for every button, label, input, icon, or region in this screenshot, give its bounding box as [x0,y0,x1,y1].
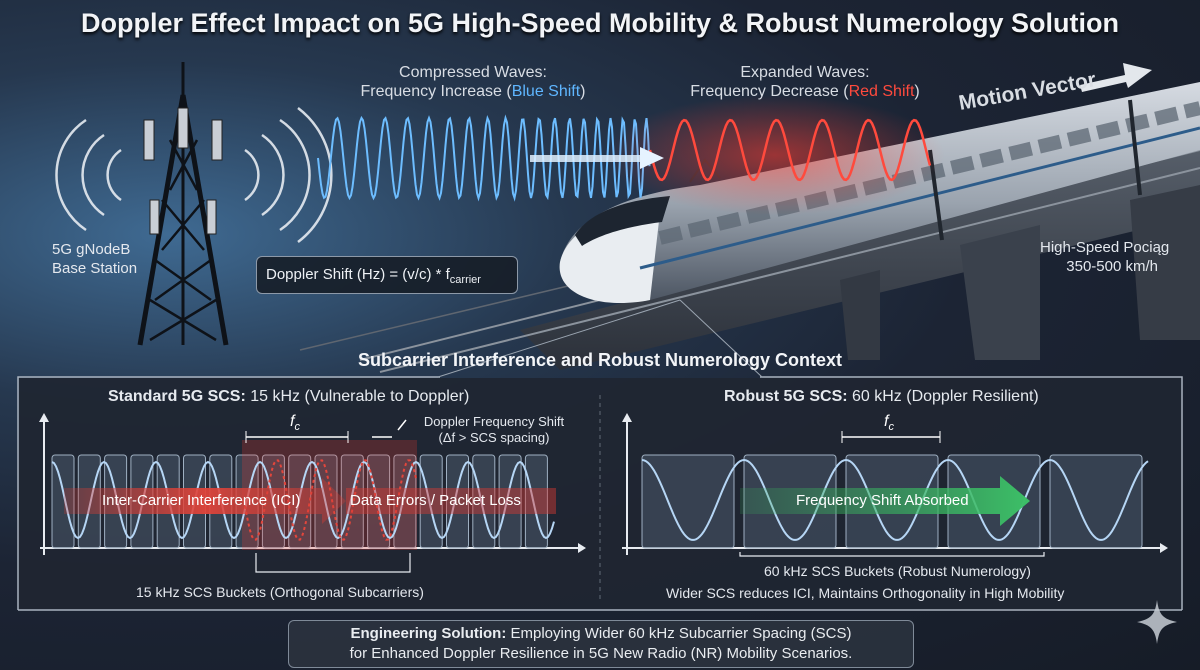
doppler-shift-note: Doppler Frequency Shift (Δf > SCS spacin… [423,414,565,445]
wave-direction-arrow-icon [530,147,664,169]
footer-line1: Engineering Solution: Employing Wider 60… [350,625,852,642]
scs-60khz-bucket [1049,454,1143,549]
compressed-waves-line2: Frequency Increase (Blue Shift) [360,83,586,100]
red-shift-label: Red Shift [848,83,915,100]
blue-shift-label: Blue Shift [511,83,581,100]
page-title: Doppler Effect Impact on 5G High-Speed M… [80,8,1120,38]
scs-15khz-bucket [393,454,417,549]
section-title: Subcarrier Interference and Robust Numer… [357,350,843,370]
scs-60khz-bucket [641,454,735,549]
expanded-red-wave [648,118,932,182]
compressed-waves-caption: Compressed Waves: Frequency Increase (Bl… [348,63,598,101]
expanded-waves-caption: Expanded Waves: Frequency Decrease (Red … [680,63,930,101]
footer-text: Engineering Solution: Employing Wider 60… [289,624,913,664]
base-station-label: 5G gNodeB Base Station [52,241,138,277]
expanded-waves-line2: Frequency Decrease (Red Shift) [690,83,920,100]
cell-tower [137,62,229,346]
left-spectrum-plot [39,413,586,573]
motion-vector-arrow-icon [1080,63,1152,92]
scs-15khz-bucket [498,454,522,549]
engineering-solution-box: Engineering Solution: Employing Wider 60… [288,620,914,668]
expanded-waves-line1: Expanded Waves: [740,64,870,81]
footer-line2: for Enhanced Doppler Resilience in 5G Ne… [349,645,853,662]
scs-15khz-bucket [524,454,548,549]
left-panel-heading: Standard 5G SCS: 15 kHz (Vulnerable to D… [108,388,470,405]
absorbed-label: Frequency Shift Absorbed [796,492,969,509]
compressed-waves-line1: Compressed Waves: [399,64,547,81]
radio-waves-icon [55,107,333,243]
scs-15khz-bucket [419,454,443,549]
scs-15khz-bucket [446,454,469,549]
scs-15khz-bucket [367,454,391,549]
right-panel-heading: Robust 5G SCS: 60 kHz (Doppler Resilient… [724,388,1039,405]
left-bucket-caption: 15 kHz SCS Buckets (Orthogonal Subcarrie… [136,584,424,600]
left-fc-label: fc [290,413,300,434]
viaduct [299,134,1200,373]
data-errors-label: Data Errors / Packet Loss [350,492,521,509]
right-fc-label: fc [884,413,894,434]
sparkle-icon [1137,600,1177,644]
right-spectrum-plot [622,413,1168,557]
right-panel-note: Wider SCS reduces ICI, Maintains Orthogo… [666,585,1065,601]
train-label: High-Speed Pociąg 350-500 km/h [1040,239,1170,275]
right-bucket-caption: 60 kHz SCS Buckets (Robust Numerology) [764,563,1031,579]
doppler-formula-box [256,256,518,294]
scs-15khz-bucket [472,454,496,549]
doppler-formula: Doppler Shift (Hz) = (v/c) * fcarrier [266,266,481,286]
ici-label: Inter-Carrier Interference (ICI) [102,492,301,509]
